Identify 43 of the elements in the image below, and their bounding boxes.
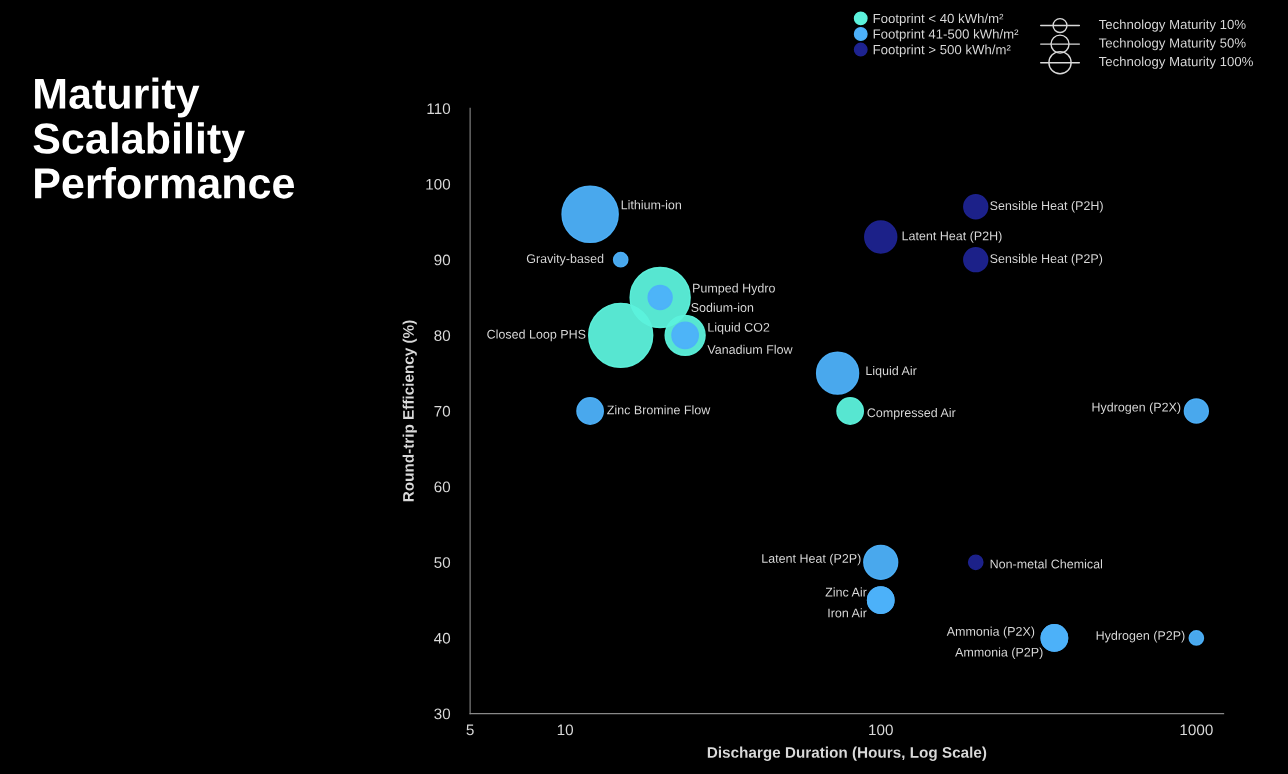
x-tick-label: 10 (557, 724, 574, 736)
annotation: Sensible Heat (P2H) (990, 200, 1103, 213)
y-tick-label: 100 (426, 178, 451, 190)
annotation: Iron Air (828, 608, 867, 618)
x-tick-label: 5 (466, 724, 474, 736)
annotation: Zinc Bromine Flow (607, 405, 711, 415)
legend-label: Footprint > 500 kWh/m² (873, 44, 1011, 57)
x-axis-title: Discharge Duration (Hours, Log Scale) (707, 746, 987, 761)
y-axis-title: Round-trip Efficiency (%) (402, 320, 417, 502)
annotation: Non-metal Chemical (990, 559, 1103, 569)
x-tick-label: 100 (869, 724, 893, 736)
annotation: Sodium-ion (691, 302, 754, 312)
annotation: Hydrogen (P2P) (1096, 630, 1185, 643)
y-tick-label: 30 (434, 708, 451, 720)
annotation: Vanadium Flow (707, 344, 793, 354)
y-tick-label: 70 (434, 405, 451, 417)
text: Technology Maturity 100% (1098, 56, 1253, 69)
chart-title: Maturity Scalability Performance (33, 77, 294, 199)
text: Technology Maturity 50% (1098, 37, 1246, 51)
text: Technology Maturity 10% (1098, 19, 1246, 32)
annotation: Liquid CO2 (708, 322, 770, 335)
annotation: Compressed Air (867, 407, 956, 420)
annotation: Pumped Hydro (693, 283, 775, 295)
legend-label: Footprint < 40 kWh/m² (873, 13, 1004, 26)
annotation: Ammonia (P2P) (955, 647, 1043, 660)
annotation: Zinc Air (825, 587, 867, 597)
annotation: Latent Heat (P2H) (902, 231, 1002, 243)
y-tick-label: 90 (434, 254, 451, 266)
annotation: Gravity-based (526, 253, 604, 266)
annotation: Ammonia (P2X) (946, 626, 1035, 639)
y-tick-label: 50 (434, 557, 451, 568)
x-tick-label: 1000 (1180, 724, 1213, 736)
annotation: Latent Heat (P2P) (762, 553, 861, 566)
annotation: Hydrogen (P2X) (1092, 402, 1181, 415)
y-tick-label: 80 (434, 330, 451, 342)
annotation: Lithium-ion (621, 200, 681, 210)
annotation: Closed Loop PHS (487, 329, 586, 342)
y-tick-label: 40 (434, 632, 451, 644)
y-tick-label: 60 (434, 481, 451, 493)
annotation: Liquid Air (866, 365, 917, 378)
y-tick-label: 110 (427, 103, 451, 115)
annotation: Sensible Heat (P2P) (990, 253, 1103, 266)
legend-label: Footprint 41-500 kWh/m² (873, 29, 1019, 42)
